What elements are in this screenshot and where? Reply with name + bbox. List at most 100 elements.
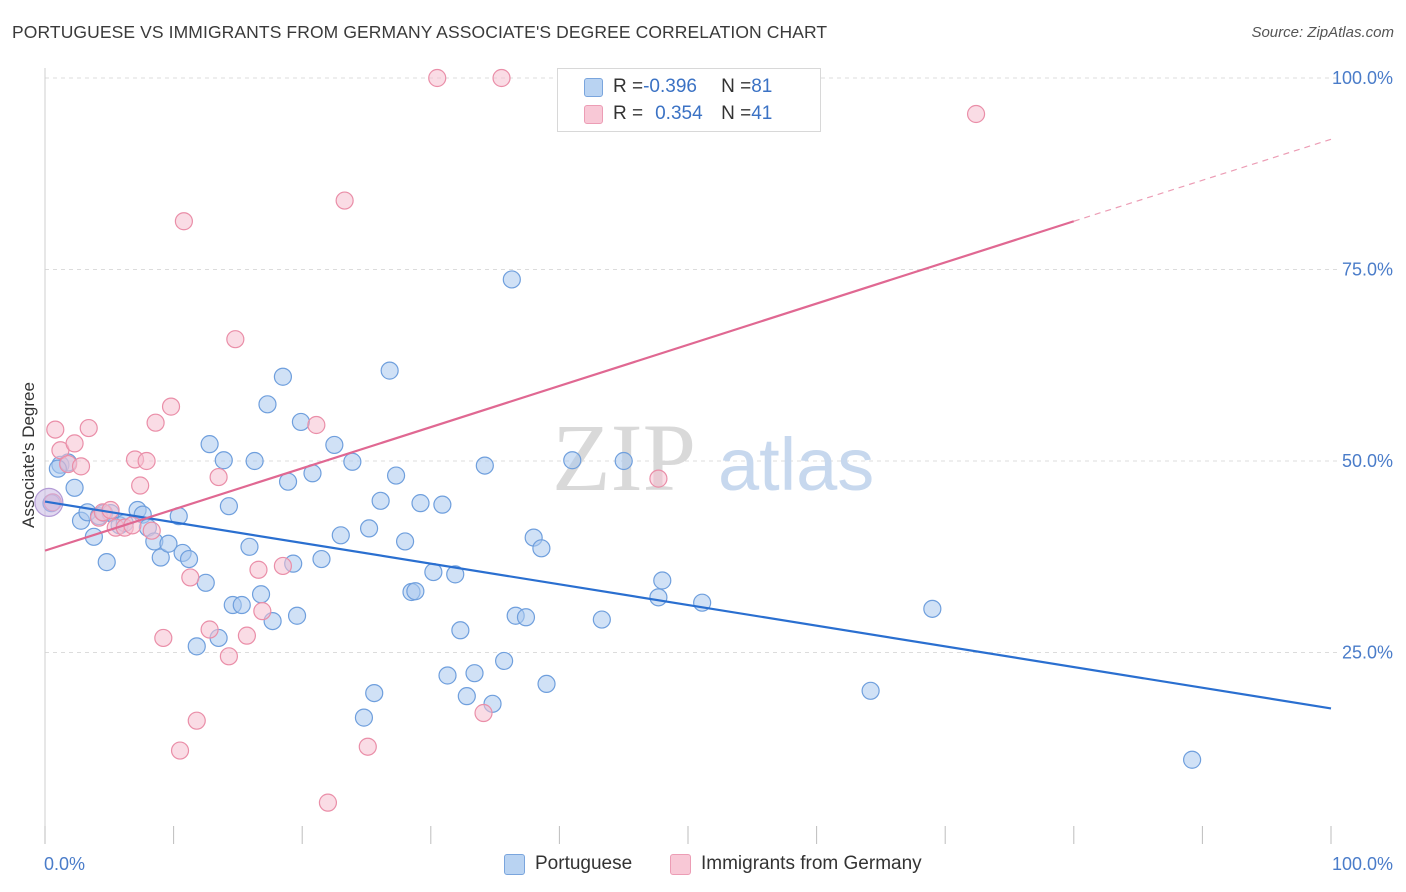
- portuguese-point: [649, 588, 668, 607]
- portuguese-trend-line: [44, 500, 1332, 710]
- germany-point: [273, 556, 293, 576]
- portuguese-point: [325, 435, 344, 455]
- y-tick-label: 100.0%: [1332, 68, 1393, 88]
- portuguese-point: [214, 451, 233, 470]
- portuguese-point: [219, 497, 238, 516]
- legend-label-germany: Immigrants from Germany: [701, 853, 922, 874]
- legend-item-portuguese: Portuguese: [504, 853, 632, 875]
- germany-point: [335, 191, 354, 210]
- portuguese-point: [411, 494, 430, 513]
- portuguese-point: [354, 708, 374, 727]
- portuguese-point: [179, 549, 199, 569]
- portuguese-point: [592, 610, 611, 629]
- portuguese-point: [386, 466, 406, 485]
- germany-point: [307, 415, 326, 435]
- germany-point: [71, 457, 91, 476]
- chart-title: PORTUGUESE VS IMMIGRANTS FROM GERMANY AS…: [12, 22, 828, 42]
- germany-point: [154, 628, 173, 648]
- legend-swatch-pink: [670, 853, 691, 875]
- portuguese-point: [251, 585, 271, 604]
- y-tick-label: 25.0%: [1342, 643, 1393, 663]
- x-tick-label: 100.0%: [1332, 854, 1393, 874]
- portuguese-point: [365, 683, 384, 703]
- legend-r-label: R =: [613, 103, 644, 124]
- gridlines: [45, 77, 1341, 653]
- portuguese-point: [614, 451, 633, 471]
- data-points: [34, 68, 1202, 812]
- y-tick-label: 50.0%: [1342, 451, 1393, 471]
- portuguese-point: [451, 621, 470, 640]
- germany-point: [79, 418, 98, 438]
- portuguese-point: [1183, 750, 1202, 769]
- portuguese-point: [465, 664, 484, 683]
- portuguese-point: [159, 534, 178, 553]
- portuguese-point: [371, 491, 390, 510]
- germany-point: [649, 469, 668, 488]
- portuguese-point: [433, 495, 452, 514]
- germany-point: [428, 68, 447, 88]
- germany-point: [318, 793, 338, 812]
- portuguese-point: [312, 549, 331, 569]
- portuguese-point: [331, 526, 350, 545]
- legend-swatch-pink: [584, 104, 603, 124]
- germany-point: [200, 620, 219, 639]
- germany-point: [474, 703, 493, 723]
- legend-n-value: 41: [751, 103, 773, 124]
- germany-point: [46, 420, 65, 439]
- germany-point: [492, 68, 511, 88]
- germany-trend-extension: [1073, 138, 1332, 222]
- correlation-legend: R = -0.396 N = 81 R = 0.354 N = 41: [557, 68, 821, 132]
- germany-point: [161, 397, 181, 416]
- germany-point: [65, 434, 84, 453]
- germany-point: [146, 413, 165, 432]
- portuguese-point: [457, 687, 476, 706]
- legend-row-portuguese: R = -0.396 N = 81: [584, 74, 772, 100]
- portuguese-point: [475, 456, 494, 475]
- legend-swatch-blue: [504, 853, 525, 875]
- y-axis-label: Associate's Degree: [19, 382, 38, 528]
- watermark-atlas: atlas: [718, 423, 874, 506]
- portuguese-point: [200, 435, 219, 454]
- x-tick-label: 0.0%: [44, 854, 85, 874]
- portuguese-point: [563, 451, 582, 470]
- trend-lines: [44, 138, 1332, 710]
- portuguese-point: [273, 367, 293, 386]
- portuguese-point: [65, 478, 84, 497]
- germany-point: [170, 741, 190, 760]
- tick-labels: 25.0% 50.0% 75.0% 100.0% 0.0% 100.0%: [44, 68, 1393, 874]
- axes: [44, 68, 1332, 844]
- portuguese-point: [196, 573, 215, 592]
- germany-trend-line: [44, 220, 1075, 552]
- germany-point: [966, 104, 986, 124]
- portuguese-point: [380, 361, 399, 380]
- germany-point: [137, 451, 156, 471]
- legend-swatch-blue: [584, 77, 603, 97]
- legend-r-value: 0.354: [655, 103, 703, 124]
- portuguese-point: [97, 553, 116, 572]
- portuguese-point: [187, 637, 206, 656]
- germany-point: [237, 626, 257, 645]
- portuguese-point: [532, 539, 551, 558]
- portuguese-point: [232, 595, 251, 615]
- legend-r-value: -0.396: [643, 76, 697, 97]
- portuguese-point: [495, 651, 514, 671]
- germany-point: [131, 476, 150, 495]
- germany-point: [249, 560, 268, 579]
- legend-item-germany: Immigrants from Germany: [670, 853, 922, 875]
- y-tick-label: 75.0%: [1342, 260, 1393, 280]
- legend-n-value: 81: [751, 76, 773, 97]
- germany-point: [226, 330, 245, 349]
- germany-point: [101, 500, 120, 520]
- germany-point: [219, 647, 238, 666]
- legend-row-germany: R = 0.354 N = 41: [584, 101, 772, 127]
- portuguese-point: [258, 395, 277, 414]
- portuguese-point: [502, 270, 521, 289]
- portuguese-point: [359, 519, 379, 538]
- portuguese-point: [151, 548, 170, 567]
- portuguese-point: [861, 681, 880, 700]
- portuguese-point: [406, 582, 425, 601]
- portuguese-point: [923, 599, 942, 618]
- portuguese-point: [240, 537, 259, 556]
- portuguese-point: [395, 532, 415, 551]
